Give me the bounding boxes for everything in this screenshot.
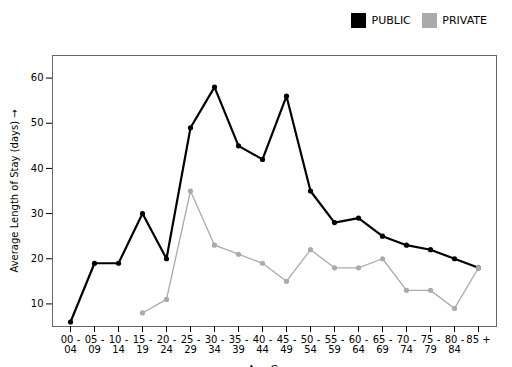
svg-text:70 -74: 70 -74 (397, 333, 417, 354)
svg-text:05 -09: 05 -09 (85, 333, 105, 354)
svg-text:50 -54: 50 -54 (301, 333, 321, 354)
svg-text:Age Group: Age Group (248, 363, 301, 367)
svg-text:80 -84: 80 -84 (445, 333, 465, 354)
svg-text:10: 10 (31, 298, 44, 309)
svg-text:00 -04: 00 -04 (61, 333, 81, 354)
svg-text:20: 20 (31, 252, 44, 263)
svg-text:40: 40 (31, 162, 44, 173)
svg-text:50: 50 (31, 117, 44, 128)
svg-text:Average Length of Stay (days): Average Length of Stay (days) → (9, 109, 20, 272)
svg-text:30 -34: 30 -34 (205, 333, 225, 354)
svg-text:25 -29: 25 -29 (181, 333, 201, 354)
html-text:PRIVATE: PRIVATE (442, 14, 487, 27)
svg-text:75 -79: 75 -79 (421, 333, 441, 354)
html-text:PUBLIC: PUBLIC (371, 14, 411, 27)
svg-text:60 -64: 60 -64 (349, 333, 369, 354)
svg-text:40 -44: 40 -44 (253, 333, 273, 354)
svg-text:65 -69: 65 -69 (373, 333, 393, 354)
svg-text:85 +: 85 + (466, 333, 490, 344)
svg-text:20 -24: 20 -24 (157, 333, 177, 354)
svg-text:10 -14: 10 -14 (109, 333, 129, 354)
svg-text:55 -59: 55 -59 (325, 333, 345, 354)
svg-text:30: 30 (31, 207, 44, 218)
svg-text:15 -19: 15 -19 (133, 333, 153, 354)
svg-text:35 -39: 35 -39 (229, 333, 249, 354)
svg-text:45 -49: 45 -49 (277, 333, 297, 354)
svg-text:60: 60 (31, 72, 44, 83)
